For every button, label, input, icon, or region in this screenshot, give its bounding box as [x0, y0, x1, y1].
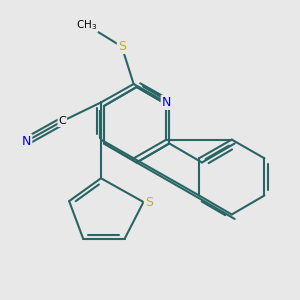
- Text: N: N: [22, 135, 31, 148]
- Text: CH$_3$: CH$_3$: [76, 18, 98, 32]
- Text: S: S: [118, 40, 126, 53]
- Text: S: S: [145, 196, 153, 208]
- Text: N: N: [162, 96, 171, 109]
- Text: C: C: [58, 116, 66, 126]
